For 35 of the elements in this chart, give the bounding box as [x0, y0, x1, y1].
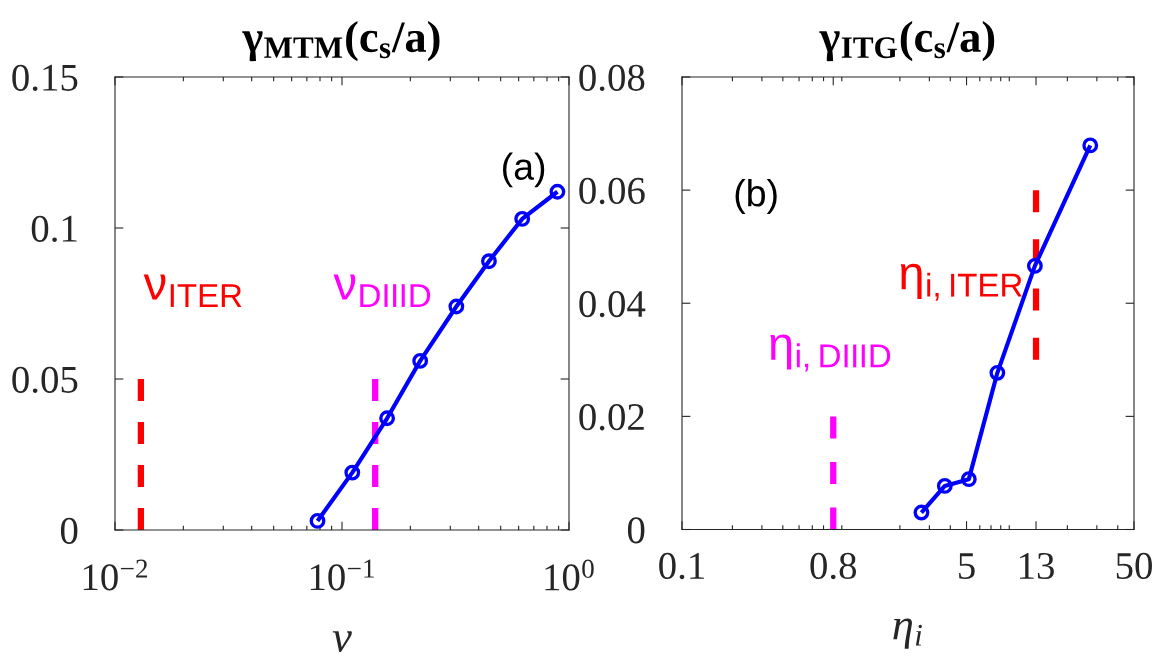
x-tick-label: 10$^{0}$	[545, 559, 594, 591]
point	[549, 183, 566, 200]
point	[309, 513, 326, 529]
chart-title: γ$_{ITG}$(c$_{s}$/a)	[819, 20, 995, 62]
point	[379, 410, 396, 427]
series-label: ν$_{ITER}$	[143, 274, 242, 307]
y-tick-label: 0.02	[579, 404, 644, 431]
series-label: η$_{i,DIIID}$	[770, 334, 891, 372]
x-axis-title: η$_{i}$	[893, 618, 922, 649]
annotation: (a)	[503, 152, 545, 188]
point	[448, 298, 465, 315]
x-tick-label: 0.1	[659, 552, 704, 580]
x-tick-label: 0.8	[810, 552, 857, 580]
y-tick-label: 0.15	[12, 64, 78, 92]
x-tick-label: 50	[1116, 552, 1152, 580]
y-tick-label: 0	[627, 517, 645, 544]
y-tick-label: 0	[60, 517, 78, 544]
x-tick-label: 10$^{−2}$	[83, 559, 148, 591]
annotation: (b)	[735, 178, 777, 214]
point	[514, 211, 531, 227]
y-tick-label: 0.04	[579, 290, 646, 318]
y-tick-label: 0.06	[579, 177, 645, 205]
x-tick-label: 10$^{−1}$	[310, 559, 374, 591]
y-tick-label: 0.05	[12, 366, 78, 394]
y-tick-label: 0.08	[579, 64, 645, 92]
y-tick-label: 0.1	[31, 215, 77, 243]
series-label: ν$_{DIIID}$	[333, 274, 431, 307]
x-axis-title: ν	[332, 631, 352, 653]
series-label: η$_{i,ITER}$	[900, 263, 1022, 301]
x-tick-label: 13	[1020, 552, 1054, 580]
point	[412, 352, 429, 369]
chart-title: γ$_{MTM}$(c$_{s}$/a)	[242, 20, 440, 62]
point	[481, 253, 497, 270]
point	[344, 464, 361, 481]
x-tick-label: 5	[959, 553, 975, 580]
